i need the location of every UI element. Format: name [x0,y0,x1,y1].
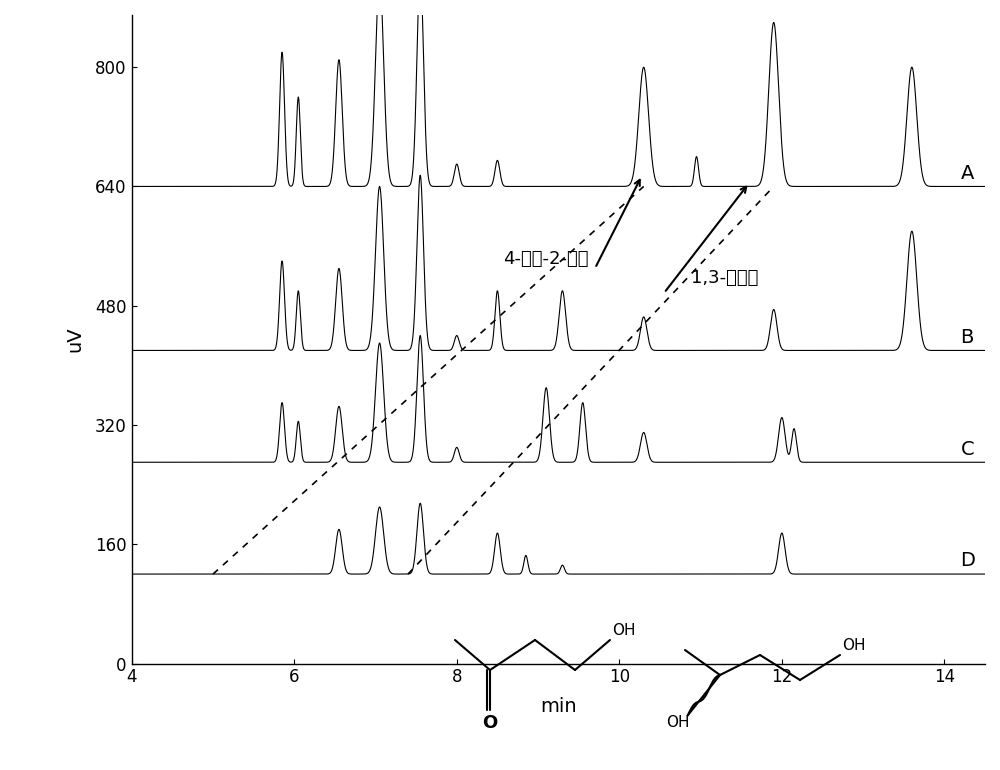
Text: A: A [961,164,974,182]
Text: OH: OH [842,638,866,653]
X-axis label: min: min [540,698,577,717]
Text: O: O [482,714,497,732]
Text: OH: OH [612,623,636,638]
Text: D: D [961,551,975,571]
Text: B: B [961,328,974,346]
Text: 4-羟基-2-丁酮: 4-羟基-2-丁酮 [503,250,589,269]
Text: OH: OH [666,715,690,730]
Y-axis label: uV: uV [65,326,84,352]
Text: C: C [961,440,974,458]
Text: 1,3-丁二醇: 1,3-丁二醇 [691,269,759,287]
